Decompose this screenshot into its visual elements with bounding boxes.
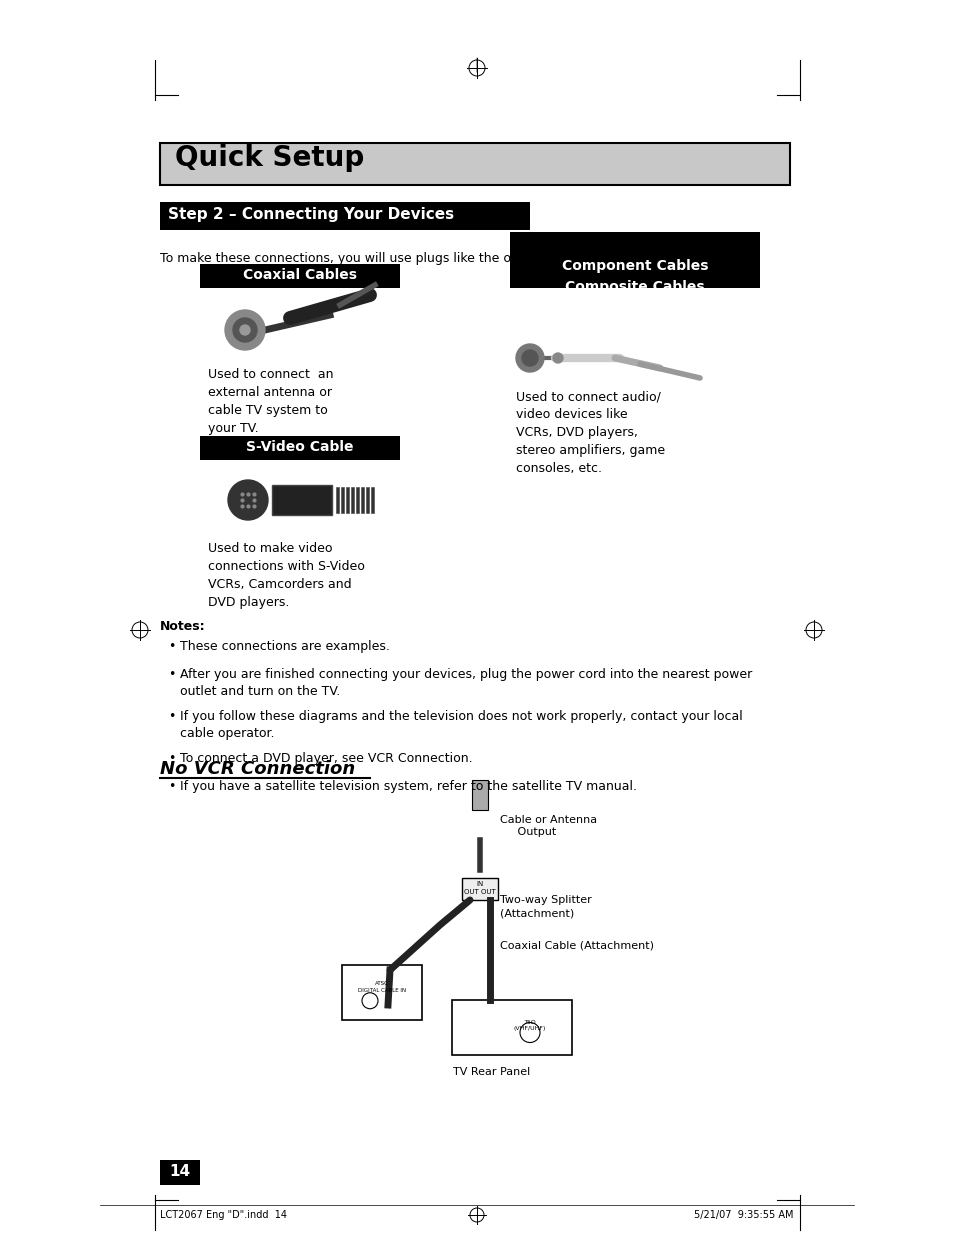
- Text: If you have a satellite television system, refer to the satellite TV manual.: If you have a satellite television syste…: [180, 781, 637, 793]
- Circle shape: [521, 350, 537, 366]
- FancyBboxPatch shape: [272, 485, 332, 515]
- FancyBboxPatch shape: [335, 487, 338, 513]
- Text: IN
OUT OUT: IN OUT OUT: [464, 882, 496, 894]
- FancyBboxPatch shape: [200, 264, 399, 288]
- Text: These connections are examples.: These connections are examples.: [180, 640, 390, 653]
- Circle shape: [225, 310, 265, 350]
- Text: Cable or Antenna
     Output: Cable or Antenna Output: [499, 815, 597, 836]
- Text: To make these connections, you will use plugs like the ones illustrated below.: To make these connections, you will use …: [160, 252, 643, 266]
- FancyBboxPatch shape: [371, 487, 374, 513]
- FancyBboxPatch shape: [351, 487, 354, 513]
- Text: Step 2 – Connecting Your Devices: Step 2 – Connecting Your Devices: [168, 207, 454, 222]
- FancyBboxPatch shape: [366, 487, 369, 513]
- Text: No VCR Connection: No VCR Connection: [160, 760, 355, 778]
- FancyBboxPatch shape: [355, 487, 358, 513]
- Text: To connect a DVD player, see VCR Connection.: To connect a DVD player, see VCR Connect…: [180, 752, 472, 764]
- Text: Notes:: Notes:: [160, 620, 206, 634]
- FancyBboxPatch shape: [510, 232, 760, 288]
- Text: LCT2067 Eng "D".indd  14: LCT2067 Eng "D".indd 14: [160, 1210, 287, 1220]
- Text: •: •: [168, 710, 175, 722]
- FancyBboxPatch shape: [341, 965, 421, 1020]
- FancyBboxPatch shape: [346, 487, 349, 513]
- Circle shape: [228, 480, 268, 520]
- FancyBboxPatch shape: [160, 203, 530, 230]
- Text: Component Cables
Composite Cables
Audio Cables: Component Cables Composite Cables Audio …: [561, 259, 707, 314]
- FancyBboxPatch shape: [360, 487, 364, 513]
- Text: Used to connect audio/
video devices like
VCRs, DVD players,
stereo amplifiers, : Used to connect audio/ video devices lik…: [516, 390, 664, 475]
- FancyBboxPatch shape: [160, 143, 789, 185]
- Text: If you follow these diagrams and the television does not work properly, contact : If you follow these diagrams and the tel…: [180, 710, 742, 740]
- Circle shape: [553, 353, 562, 363]
- Text: ATSC
DIGITAL CABLE IN: ATSC DIGITAL CABLE IN: [357, 982, 406, 993]
- Text: Quick Setup: Quick Setup: [174, 144, 364, 172]
- Text: 5/21/07  9:35:55 AM: 5/21/07 9:35:55 AM: [694, 1210, 793, 1220]
- Circle shape: [240, 325, 250, 335]
- Text: S-Video Cable: S-Video Cable: [246, 440, 354, 454]
- FancyBboxPatch shape: [160, 1160, 200, 1186]
- FancyBboxPatch shape: [200, 436, 399, 459]
- Text: Used to make video
connections with S-Video
VCRs, Camcorders and
DVD players.: Used to make video connections with S-Vi…: [208, 542, 364, 609]
- Text: TV Rear Panel: TV Rear Panel: [453, 1067, 530, 1077]
- FancyBboxPatch shape: [340, 487, 344, 513]
- Text: •: •: [168, 781, 175, 793]
- Text: Two-way Splitter
(Attachment): Two-way Splitter (Attachment): [499, 895, 591, 918]
- Text: Coaxial Cables: Coaxial Cables: [243, 268, 356, 282]
- Text: Coaxial Cable (Attachment): Coaxial Cable (Attachment): [499, 940, 654, 950]
- Text: •: •: [168, 752, 175, 764]
- FancyBboxPatch shape: [472, 781, 488, 810]
- Text: After you are finished connecting your devices, plug the power cord into the nea: After you are finished connecting your d…: [180, 668, 752, 698]
- Text: •: •: [168, 668, 175, 680]
- Circle shape: [233, 317, 256, 342]
- FancyBboxPatch shape: [461, 878, 497, 900]
- Text: 14: 14: [170, 1165, 191, 1179]
- Text: Used to connect  an
external antenna or
cable TV system to
your TV.: Used to connect an external antenna or c…: [208, 368, 334, 435]
- FancyBboxPatch shape: [452, 1000, 572, 1055]
- Text: 75Ω
(VHF/UHF): 75Ω (VHF/UHF): [514, 1020, 546, 1031]
- Text: •: •: [168, 640, 175, 653]
- Circle shape: [516, 345, 543, 372]
